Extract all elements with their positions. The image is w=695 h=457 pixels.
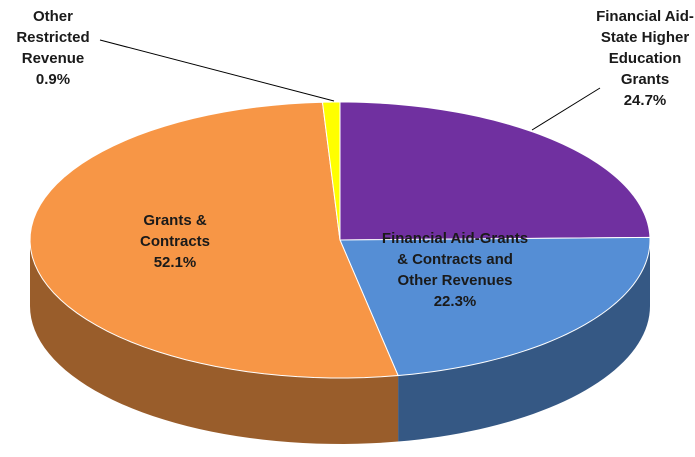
category-name: Financial Aid-State Higher Education Gra… <box>596 8 694 88</box>
value-label: 52.1% <box>153 254 197 271</box>
value-label: 0.9% <box>35 71 71 88</box>
slice-label: Grants & Contracts 52.1% <box>120 210 230 273</box>
category-name: Financial Aid-Grants & Contracts and Oth… <box>381 230 529 289</box>
slice-side <box>398 240 650 442</box>
leader-line <box>531 87 601 131</box>
slice <box>321 101 341 241</box>
slice-label: Financial Aid-State Higher Education Gra… <box>590 6 695 111</box>
leader-line <box>99 39 335 102</box>
value-label: 24.7% <box>623 92 667 109</box>
slice-label: Financial Aid-Grants & Contracts and Oth… <box>380 228 530 312</box>
category-name: Other Restricted Revenue <box>16 8 90 67</box>
slice <box>29 101 399 379</box>
slice <box>339 101 651 241</box>
slice-side <box>30 240 399 444</box>
value-label: 22.3% <box>433 293 477 310</box>
slice-label: Other Restricted Revenue 0.9% <box>0 6 106 90</box>
slice <box>339 236 651 377</box>
category-name: Grants & Contracts <box>139 212 210 250</box>
